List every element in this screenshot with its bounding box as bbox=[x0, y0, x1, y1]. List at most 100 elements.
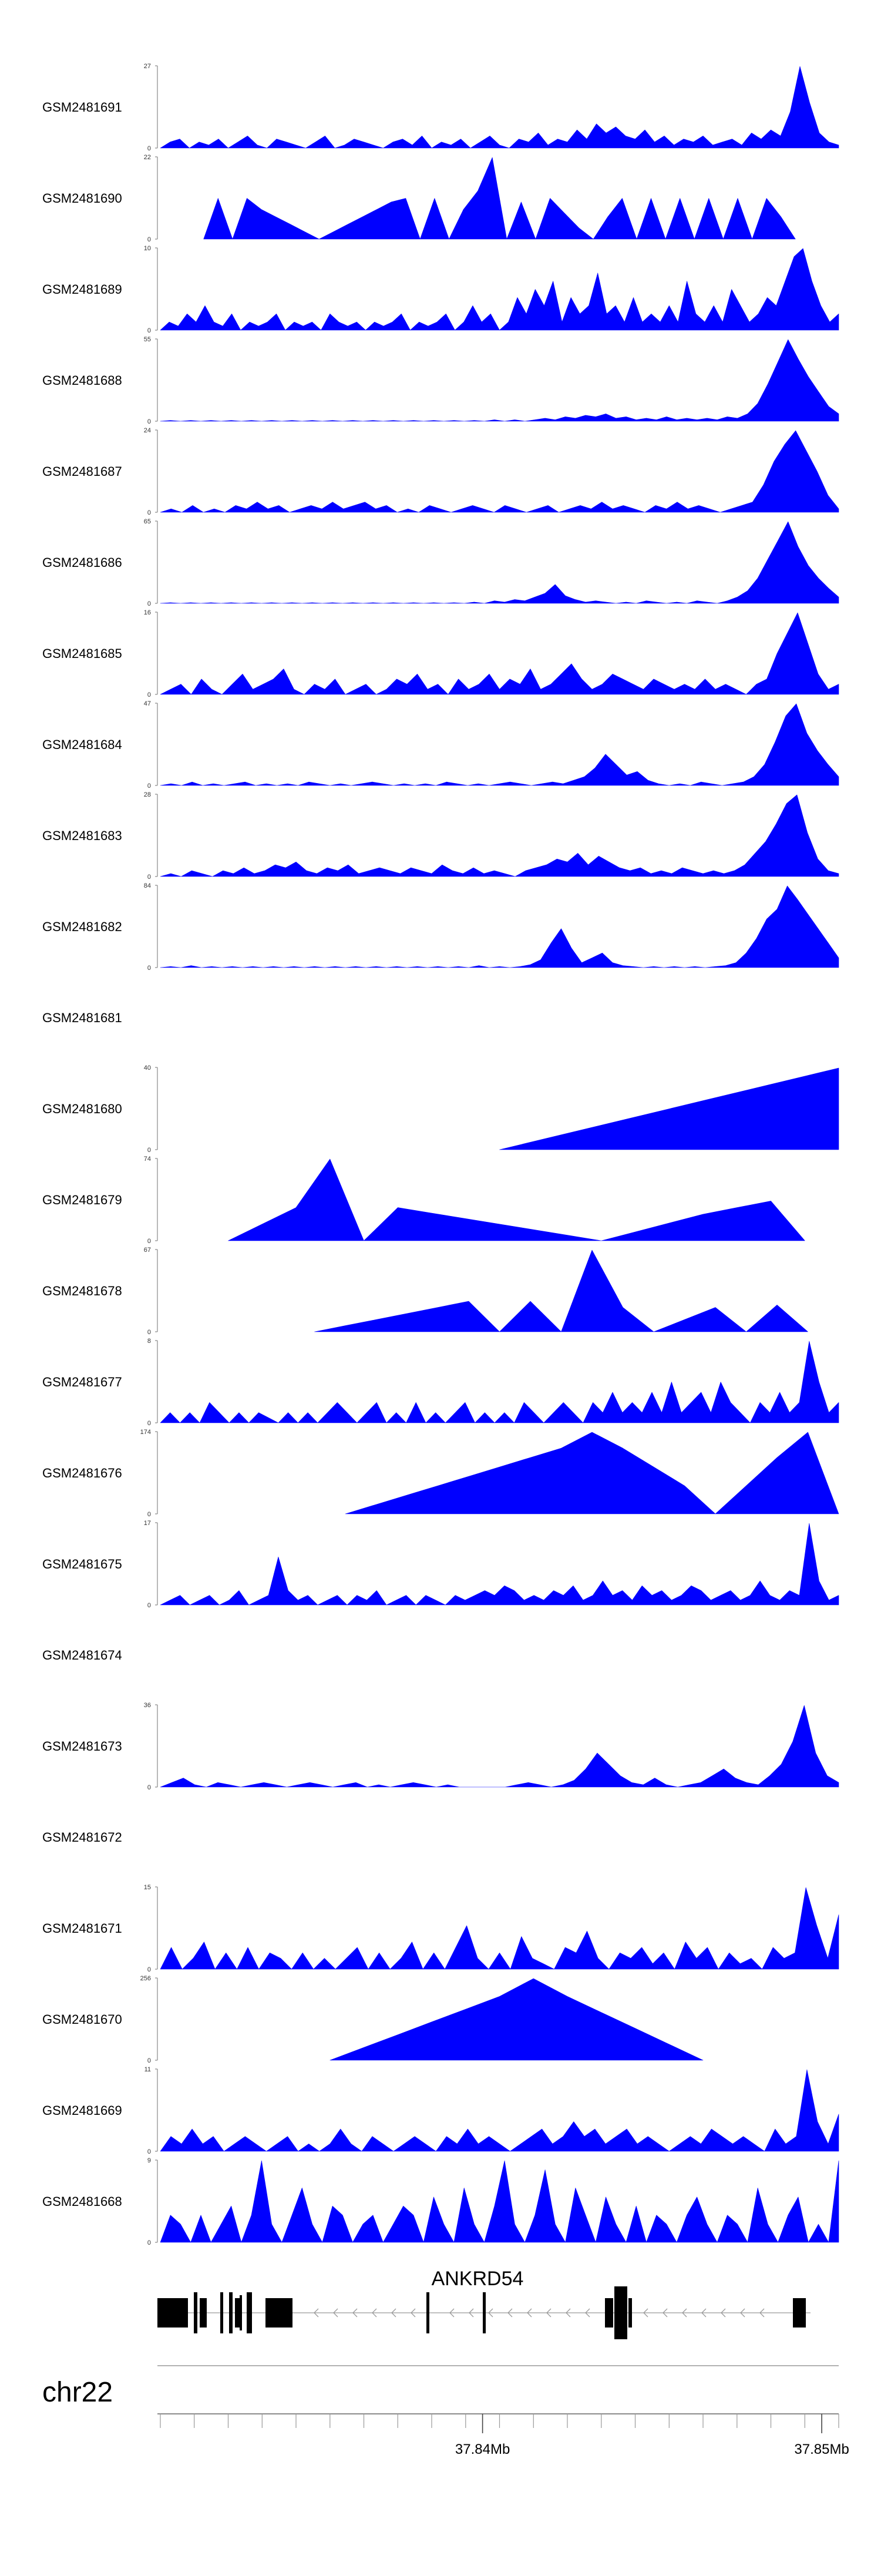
track-label: GSM2481678 bbox=[42, 1284, 122, 1298]
track-GSM2481684: GSM2481684 47 0 bbox=[42, 700, 839, 790]
y-tick-label-zero: 0 bbox=[147, 1602, 151, 1609]
y-tick-label-zero: 0 bbox=[147, 236, 151, 243]
track-GSM2481674: GSM2481674 bbox=[42, 1648, 122, 1663]
track-label: GSM2481684 bbox=[42, 737, 122, 752]
track-GSM2481681: GSM2481681 bbox=[42, 1010, 122, 1025]
track-label: GSM2481672 bbox=[42, 1830, 122, 1845]
y-tick-label-zero: 0 bbox=[147, 1147, 151, 1154]
track-label: GSM2481669 bbox=[42, 2103, 122, 2118]
coverage-area bbox=[160, 703, 839, 786]
track-GSM2481677: GSM2481677 8 0 bbox=[42, 1338, 839, 1427]
track-GSM2481689: GSM2481689 10 0 bbox=[42, 245, 839, 334]
y-tick-label-zero: 0 bbox=[147, 327, 151, 334]
track-GSM2481682: GSM2481682 84 0 bbox=[42, 882, 839, 972]
y-tick-label-zero: 0 bbox=[147, 2148, 151, 2155]
coverage-tracks: GSM2481691270GSM2481690220GSM2481689100G… bbox=[42, 63, 839, 2246]
coverage-area bbox=[160, 612, 839, 695]
track-label: GSM2481679 bbox=[42, 1193, 122, 1207]
track-GSM2481671: GSM2481671 15 0 bbox=[42, 1884, 839, 1973]
track-label: GSM2481690 bbox=[42, 191, 122, 206]
track-GSM2481668: GSM2481668 9 0 bbox=[42, 2157, 839, 2246]
coverage-area bbox=[314, 1250, 808, 1332]
coverage-area bbox=[160, 1523, 839, 1606]
y-tick-label-max: 15 bbox=[144, 1884, 151, 1891]
y-tick-label-max: 36 bbox=[144, 1702, 151, 1709]
track-label: GSM2481689 bbox=[42, 282, 122, 297]
gene-exon bbox=[483, 2292, 486, 2333]
coverage-area bbox=[160, 66, 839, 149]
track-label: GSM2481682 bbox=[42, 919, 122, 934]
track-GSM2481686: GSM2481686 65 0 bbox=[42, 518, 839, 607]
y-tick-label-zero: 0 bbox=[147, 1238, 151, 1245]
gene-exon bbox=[194, 2292, 197, 2333]
coverage-area bbox=[203, 157, 796, 240]
y-tick-label-max: 28 bbox=[144, 791, 151, 798]
coverage-area bbox=[160, 1887, 839, 1970]
track-label: GSM2481680 bbox=[42, 1101, 122, 1116]
strand-arrow bbox=[566, 2308, 571, 2318]
strand-arrow bbox=[663, 2308, 668, 2318]
track-GSM2481690: GSM2481690 22 0 bbox=[42, 154, 796, 243]
track-GSM2481678: GSM2481678 67 0 bbox=[42, 1247, 808, 1336]
strand-arrow bbox=[314, 2308, 319, 2318]
gene-name: ANKRD54 bbox=[432, 2268, 524, 2290]
coverage-area bbox=[160, 2160, 839, 2243]
track-GSM2481685: GSM2481685 16 0 bbox=[42, 609, 839, 698]
strand-arrow bbox=[721, 2308, 726, 2318]
track-label: GSM2481688 bbox=[42, 373, 122, 388]
coverage-area bbox=[329, 1978, 704, 2061]
y-tick-label-max: 11 bbox=[144, 2066, 151, 2073]
y-tick-label-max: 256 bbox=[140, 1975, 151, 1982]
track-label: GSM2481668 bbox=[42, 2194, 122, 2209]
strand-arrow bbox=[740, 2308, 745, 2318]
gene-exon bbox=[628, 2298, 632, 2328]
strand-arrow bbox=[585, 2308, 590, 2318]
y-tick-label-zero: 0 bbox=[147, 874, 151, 881]
track-label: GSM2481676 bbox=[42, 1466, 122, 1480]
track-label: GSM2481683 bbox=[42, 828, 122, 843]
track-label: GSM2481670 bbox=[42, 2012, 122, 2027]
strand-arrow bbox=[643, 2308, 648, 2318]
track-GSM2481687: GSM2481687 24 0 bbox=[42, 427, 839, 516]
track-GSM2481683: GSM2481683 28 0 bbox=[42, 791, 839, 881]
coverage-area bbox=[345, 1432, 839, 1514]
strand-arrow bbox=[333, 2308, 338, 2318]
y-tick-label-max: 27 bbox=[144, 63, 151, 70]
gene-exon bbox=[793, 2298, 806, 2328]
y-tick-label-max: 24 bbox=[144, 427, 151, 434]
track-GSM2481676: GSM2481676 174 0 bbox=[42, 1429, 839, 1518]
gene-exon bbox=[220, 2292, 223, 2333]
gene-exon bbox=[229, 2292, 233, 2333]
coverage-area bbox=[160, 794, 839, 877]
track-GSM2481679: GSM2481679 74 0 bbox=[42, 1156, 805, 1245]
y-tick-label-zero: 0 bbox=[147, 509, 151, 516]
y-tick-label-zero: 0 bbox=[147, 691, 151, 698]
chromosome-label: chr22 bbox=[42, 2377, 113, 2408]
strand-arrow bbox=[352, 2308, 358, 2318]
strand-arrow bbox=[469, 2308, 474, 2318]
y-tick-label-zero: 0 bbox=[147, 1329, 151, 1336]
track-label: GSM2481673 bbox=[42, 1739, 122, 1754]
track-GSM2481669: GSM2481669 11 0 bbox=[42, 2066, 839, 2155]
gene-exon bbox=[426, 2292, 429, 2333]
coverage-area bbox=[160, 2069, 839, 2152]
axis-tick-label: 37.85Mb bbox=[794, 2441, 849, 2457]
strand-arrow bbox=[391, 2308, 396, 2318]
y-tick-label-zero: 0 bbox=[147, 1966, 151, 1973]
gene-exon bbox=[235, 2298, 240, 2328]
gene-model: ANKRD54 bbox=[157, 2268, 811, 2339]
track-label: GSM2481677 bbox=[42, 1375, 122, 1389]
track-GSM2481675: GSM2481675 17 0 bbox=[42, 1520, 839, 1609]
y-tick-label-zero: 0 bbox=[147, 2239, 151, 2246]
track-label: GSM2481674 bbox=[42, 1648, 122, 1663]
track-label: GSM2481686 bbox=[42, 555, 122, 570]
y-tick-label-max: 16 bbox=[144, 609, 151, 616]
y-tick-label-max: 40 bbox=[144, 1064, 151, 1072]
strand-arrow bbox=[546, 2308, 552, 2318]
y-tick-label-zero: 0 bbox=[147, 145, 151, 152]
track-label: GSM2481675 bbox=[42, 1557, 122, 1571]
coverage-area bbox=[160, 339, 839, 422]
coverage-area bbox=[228, 1158, 805, 1241]
y-tick-label-max: 8 bbox=[147, 1338, 151, 1345]
